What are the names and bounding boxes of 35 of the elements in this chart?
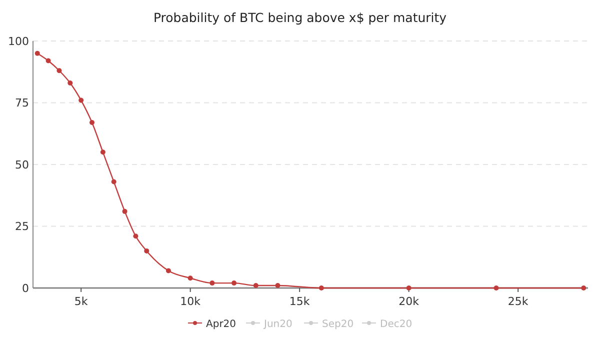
point xyxy=(188,276,193,281)
legend-label: Sep20 xyxy=(322,319,354,330)
legend-label: Jun20 xyxy=(263,319,292,330)
x-tick-label: 25k xyxy=(508,295,529,308)
point xyxy=(275,283,280,288)
x-tick-label: 15k xyxy=(289,295,310,308)
x-tick-label: 10k xyxy=(180,295,202,308)
point xyxy=(100,150,106,155)
point xyxy=(318,286,324,290)
point xyxy=(78,98,84,103)
y-tick-label: 25 xyxy=(15,220,29,234)
point xyxy=(56,68,62,74)
point xyxy=(68,80,73,86)
point xyxy=(581,286,586,290)
point xyxy=(232,280,237,286)
point xyxy=(253,283,258,288)
y-tick-label: 0 xyxy=(22,282,29,295)
legend-label: Apr20 xyxy=(206,319,236,330)
y-tick-label: 100 xyxy=(8,34,29,48)
point xyxy=(494,286,499,290)
point xyxy=(166,268,171,274)
y-tick-label: 75 xyxy=(15,96,29,110)
y-tick-label: 50 xyxy=(15,158,29,172)
point xyxy=(34,50,40,56)
x-tick-label: 5k xyxy=(74,295,88,308)
chart-title: Probability of BTC being above x$ per maturity xyxy=(153,10,448,25)
point xyxy=(111,179,116,184)
legend-label: Dec20 xyxy=(380,319,412,330)
point xyxy=(122,208,128,214)
point xyxy=(89,120,94,126)
point xyxy=(133,234,138,239)
point xyxy=(210,280,215,286)
x-tick-label: 20k xyxy=(398,295,420,308)
point xyxy=(46,58,51,64)
point xyxy=(144,248,150,254)
